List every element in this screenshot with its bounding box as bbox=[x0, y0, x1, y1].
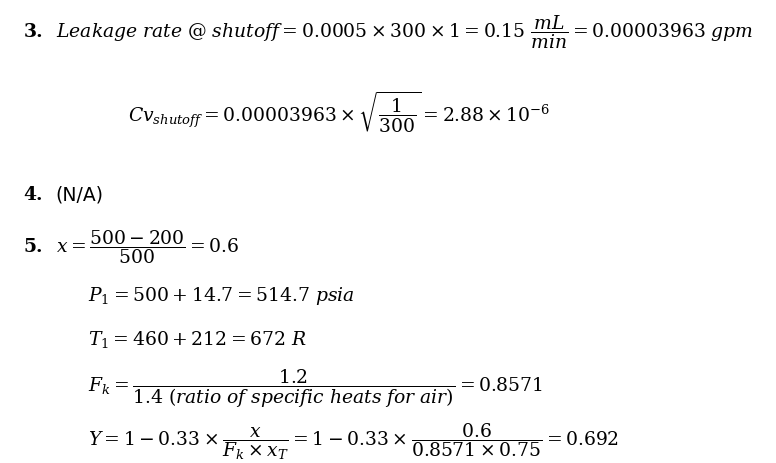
Text: $Y = 1 - 0.33 \times \dfrac{x}{F_k \times x_T} = 1 - 0.33 \times \dfrac{0.6}{0.8: $Y = 1 - 0.33 \times \dfrac{x}{F_k \time… bbox=[88, 420, 619, 461]
Text: $F_k = \dfrac{1.2}{1.4\ (\mathit{ratio\ of\ specific\ heats\ for\ air})} = 0.857: $F_k = \dfrac{1.2}{1.4\ (\mathit{ratio\ … bbox=[88, 367, 543, 409]
Text: (N/A): (N/A) bbox=[56, 185, 104, 204]
Text: $T_1 = 460 + 212 = 672\ R$: $T_1 = 460 + 212 = 672\ R$ bbox=[88, 328, 307, 350]
Text: 5.: 5. bbox=[23, 238, 43, 255]
Text: 4.: 4. bbox=[23, 186, 43, 203]
Text: 3.: 3. bbox=[23, 24, 43, 41]
Text: $P_1 = 500 + 14.7 = 514.7\ \mathit{psia}$: $P_1 = 500 + 14.7 = 514.7\ \mathit{psia}… bbox=[88, 284, 355, 307]
Text: $\mathit{Cv}_{\mathit{shutoff}} = 0.00003963 \times \sqrt{\dfrac{1}{300}} = 2.88: $\mathit{Cv}_{\mathit{shutoff}} = 0.0000… bbox=[128, 89, 550, 133]
Text: $x = \dfrac{500-200}{500} = 0.6$: $x = \dfrac{500-200}{500} = 0.6$ bbox=[56, 227, 240, 265]
Text: $\mathit{Leakage\ rate\ @\ shutoff} = 0.0005 \times 300 \times 1 = 0.15\ \dfrac{: $\mathit{Leakage\ rate\ @\ shutoff} = 0.… bbox=[56, 13, 753, 51]
